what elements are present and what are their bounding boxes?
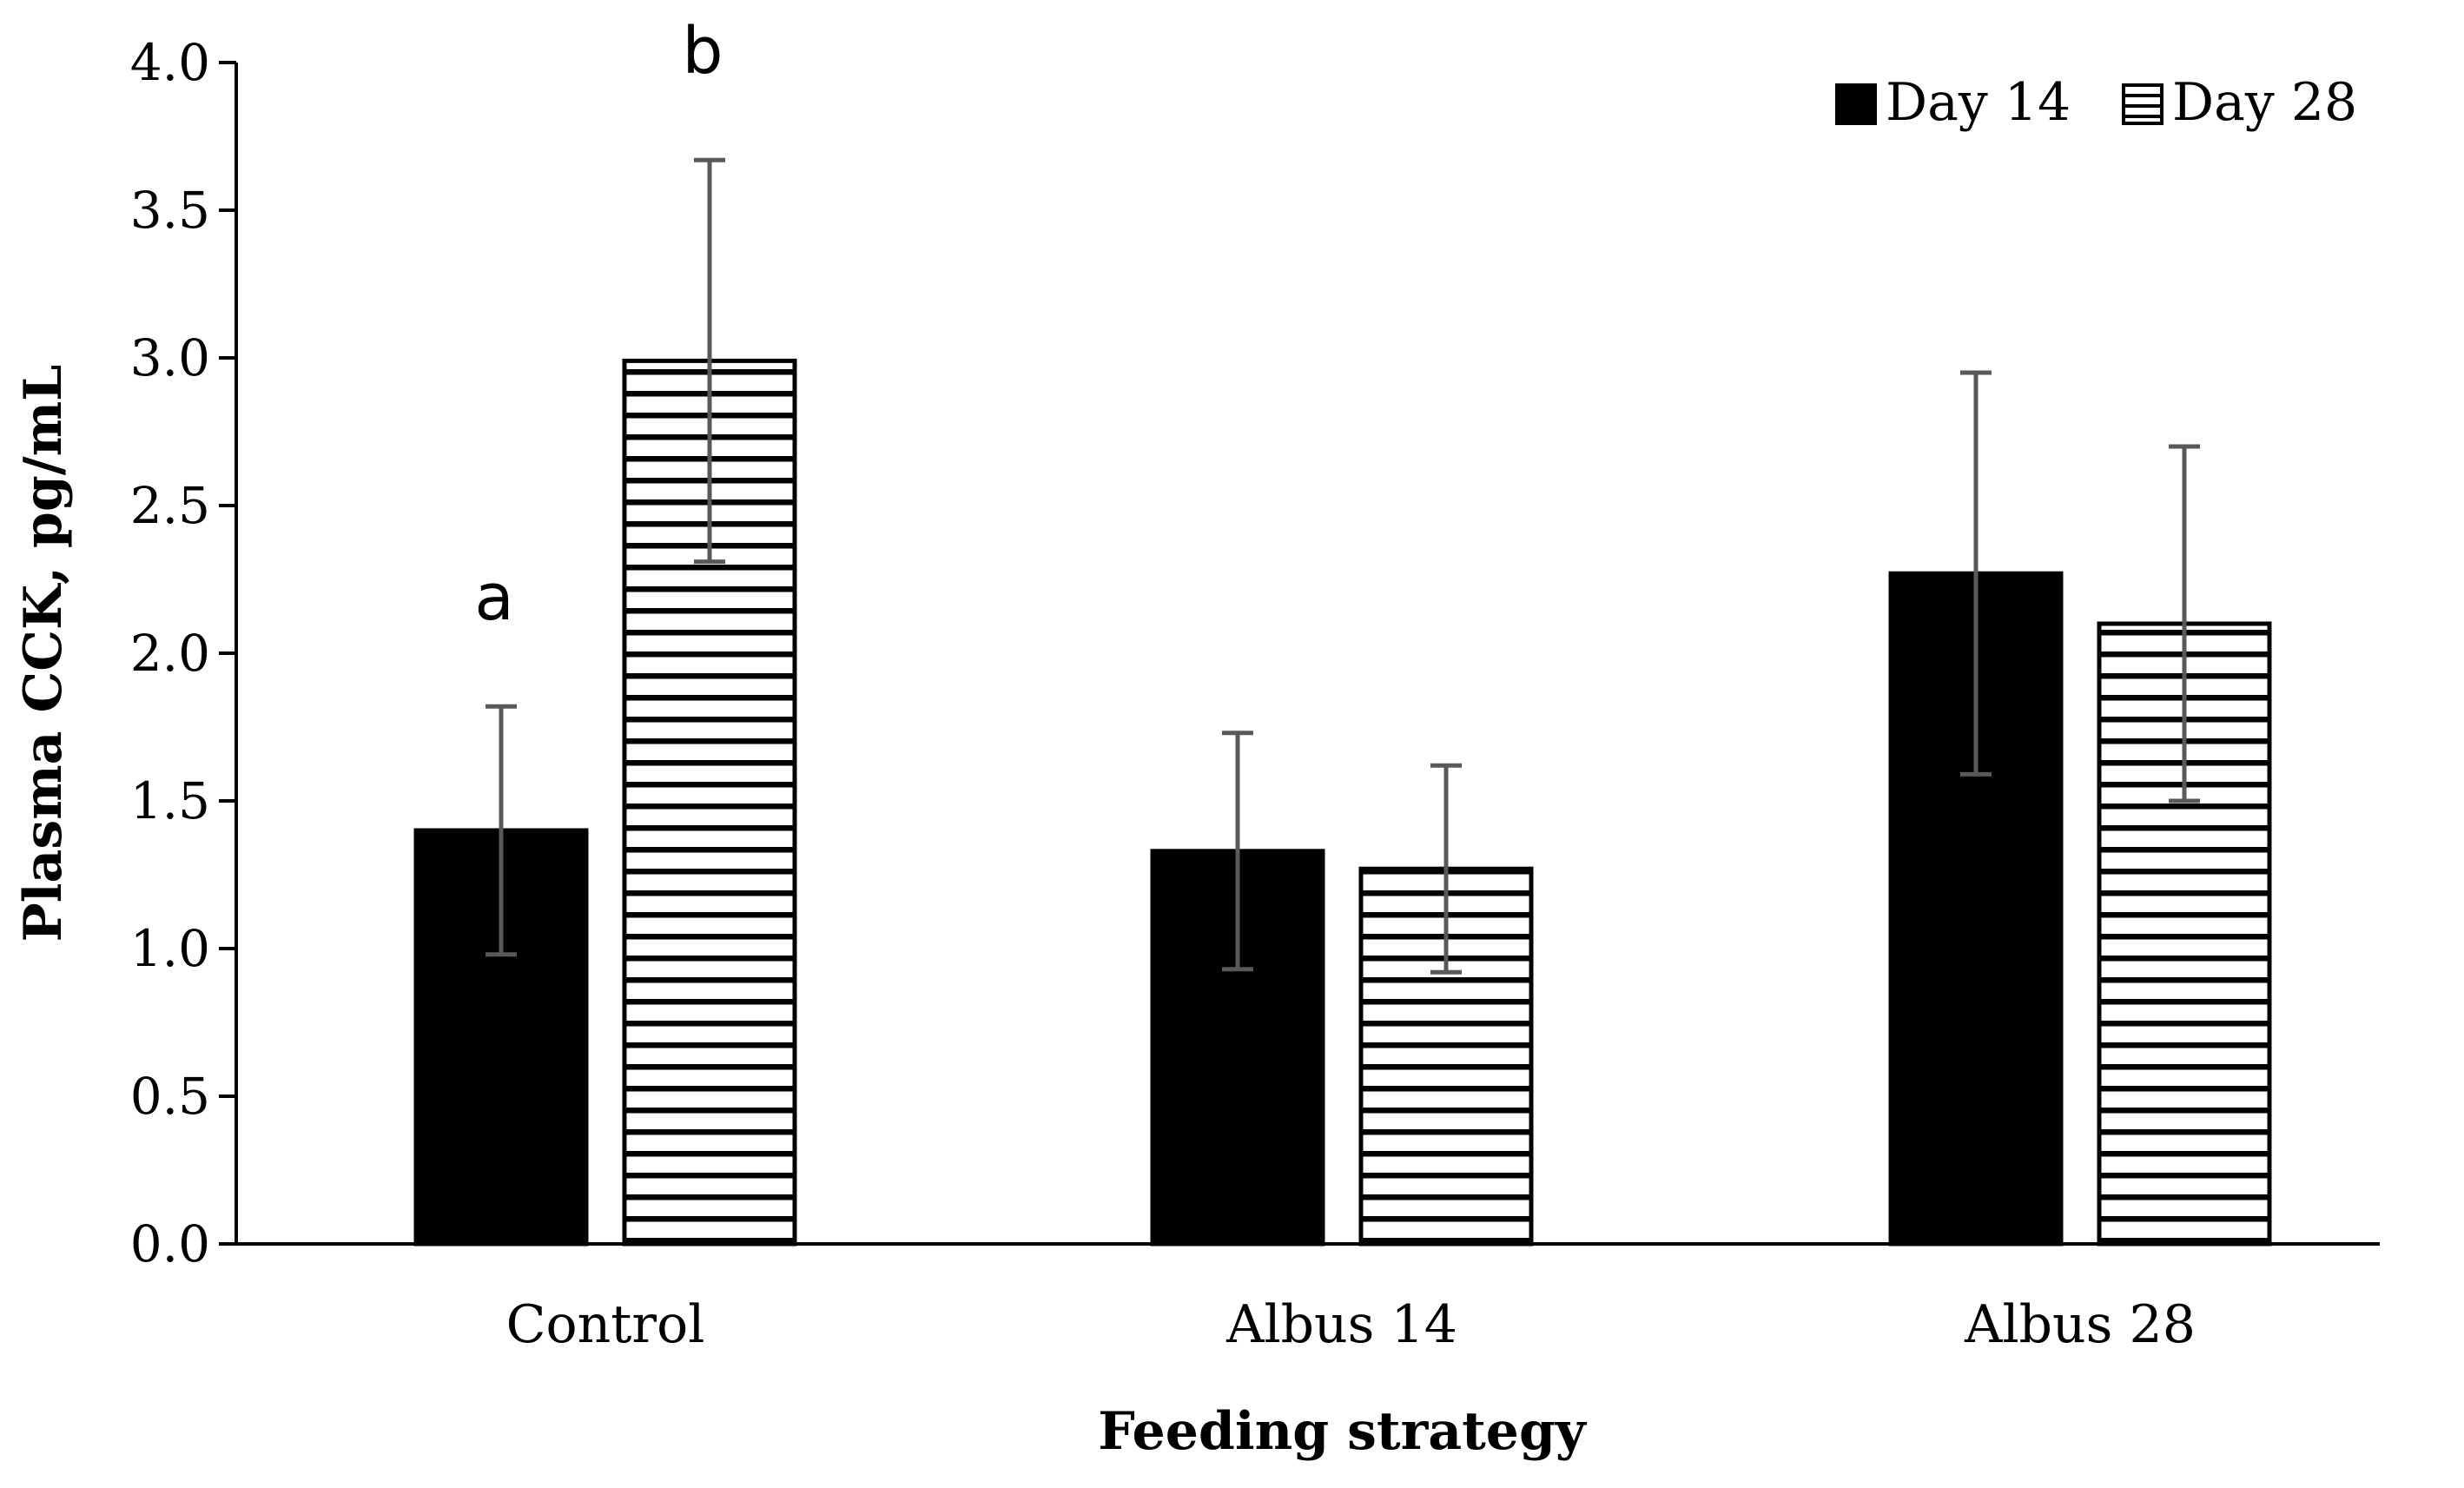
y-tick-label: 2.5 — [130, 476, 210, 535]
legend-swatch — [1835, 83, 1877, 125]
y-tick-label: 0.0 — [130, 1214, 210, 1273]
x-tick-label: Albus 14 — [1225, 1294, 1457, 1355]
x-axis-title: Feeding strategy — [1098, 1401, 1588, 1462]
legend-label: Day 14 — [1886, 72, 2071, 133]
y-tick-label: 3.0 — [130, 328, 210, 387]
y-tick-label: 1.0 — [130, 919, 210, 978]
x-tick-label: Control — [506, 1294, 705, 1355]
legend-label: Day 28 — [2172, 72, 2357, 133]
bars — [413, 358, 2272, 1247]
y-axis-title: Plasma CCK, pg/mL — [13, 365, 74, 942]
significance-label: a — [474, 560, 513, 635]
x-tick-label: Albus 28 — [1964, 1294, 2196, 1355]
annotations: ab — [474, 14, 723, 635]
legend-swatch — [2122, 83, 2163, 125]
significance-label: b — [683, 14, 723, 89]
y-tick-label: 2.0 — [130, 624, 210, 683]
y-tick-label: 0.5 — [130, 1067, 210, 1126]
axes: 0.0 0.5 1.0 1.5 2.0 2.5 3.0 3.5 4.0 Control Albus … — [13, 33, 2380, 1462]
y-tick-label: 1.5 — [130, 771, 210, 830]
y-tick-label: 3.5 — [130, 181, 210, 240]
legend: Day 14 Day 28 — [1835, 72, 2357, 133]
y-tick-label: 4.0 — [130, 33, 210, 92]
error-bars — [486, 157, 2200, 975]
